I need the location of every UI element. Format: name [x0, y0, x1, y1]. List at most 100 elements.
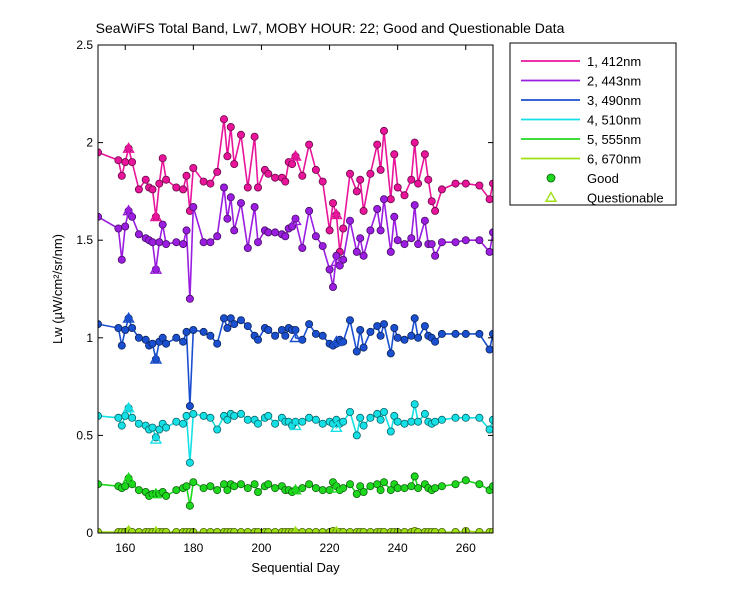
- good-point: [410, 138, 419, 147]
- good-point: [141, 175, 150, 184]
- good-point: [386, 427, 395, 436]
- good-point: [311, 415, 320, 424]
- questionable-point: [122, 142, 135, 153]
- good-point: [407, 175, 416, 184]
- good-point: [366, 482, 375, 491]
- y-axis-label: Lw (µW/cm²/sr/nm): [50, 234, 65, 344]
- good-point: [182, 171, 191, 180]
- good-point: [352, 187, 361, 196]
- questionable-point: [122, 204, 135, 216]
- good-point: [199, 177, 208, 186]
- good-point: [199, 327, 208, 336]
- good-point: [379, 407, 388, 416]
- good-point: [390, 411, 399, 420]
- plot-area-frame: [97, 44, 494, 534]
- good-point: [451, 528, 460, 533]
- good-point: [243, 484, 252, 493]
- good-point: [386, 247, 395, 256]
- good-point: [230, 320, 239, 329]
- questionable-point: [289, 331, 302, 343]
- good-point: [253, 183, 262, 192]
- good-point: [189, 163, 198, 172]
- good-point: [451, 238, 460, 247]
- good-point: [475, 413, 484, 422]
- good-point: [219, 183, 228, 192]
- good-point: [134, 230, 143, 239]
- good-point: [128, 323, 137, 332]
- good-point: [437, 415, 446, 424]
- questionable-point: [289, 149, 302, 161]
- good-point: [345, 216, 354, 225]
- good-point: [172, 238, 181, 247]
- good-point: [410, 314, 419, 323]
- legend-good-label: Good: [587, 171, 619, 186]
- good-point: [451, 179, 460, 188]
- good-point: [226, 314, 235, 323]
- good-point: [298, 171, 307, 180]
- good-point: [134, 419, 143, 428]
- good-point: [179, 419, 188, 428]
- good-point: [339, 528, 348, 533]
- good-point: [114, 323, 123, 332]
- good-point: [162, 175, 171, 184]
- good-point: [288, 160, 297, 169]
- good-point: [390, 150, 399, 159]
- good-point: [359, 251, 368, 260]
- good-point: [185, 294, 194, 303]
- good-point: [172, 417, 181, 426]
- good-point: [179, 337, 188, 346]
- good-point: [305, 413, 314, 422]
- good-point: [162, 240, 171, 249]
- good-point: [485, 345, 493, 354]
- questionable-point: [330, 481, 343, 493]
- good-point: [182, 411, 191, 420]
- good-point: [250, 202, 259, 211]
- good-point: [305, 320, 314, 329]
- good-point: [298, 243, 307, 252]
- good-point: [318, 486, 327, 495]
- good-point: [243, 322, 252, 331]
- good-point: [311, 329, 320, 338]
- good-point: [199, 411, 208, 420]
- good-point: [339, 255, 348, 264]
- good-point: [339, 417, 348, 426]
- good-point: [407, 417, 416, 426]
- good-point: [206, 331, 215, 340]
- good-point: [475, 329, 484, 338]
- good-point: [359, 206, 368, 215]
- good-point: [352, 347, 361, 356]
- good-point: [264, 169, 273, 178]
- good-point: [253, 419, 262, 428]
- good-point: [485, 195, 493, 204]
- questionable-point: [123, 524, 134, 533]
- good-point: [345, 407, 354, 416]
- series-4: [98, 400, 493, 467]
- legend-label-2: 2, 443nm: [587, 74, 641, 89]
- good-point: [437, 482, 446, 491]
- good-point: [223, 152, 232, 161]
- good-point: [475, 528, 484, 533]
- good-point: [264, 528, 273, 533]
- good-point: [172, 333, 181, 342]
- good-point: [298, 484, 307, 493]
- good-point: [431, 206, 440, 215]
- good-point: [206, 528, 215, 533]
- good-point: [437, 329, 446, 338]
- x-tick-label: 220: [320, 541, 340, 555]
- y-tick-label: 2: [86, 136, 93, 150]
- good-point: [162, 491, 171, 500]
- good-point: [431, 417, 440, 426]
- good-point: [427, 240, 436, 249]
- questionable-point: [149, 263, 163, 274]
- good-point: [243, 415, 252, 424]
- good-point: [451, 329, 460, 338]
- good-point: [328, 282, 337, 291]
- good-point: [185, 501, 194, 510]
- questionable-point: [122, 311, 135, 323]
- good-point: [223, 323, 232, 332]
- good-point: [219, 314, 228, 323]
- legend-label-5: 5, 555nm: [587, 132, 641, 147]
- good-point: [271, 331, 280, 340]
- axis-ticks: 160 180 200 220 240 260 0 0.5 1 1.5 2 2.5: [76, 38, 493, 555]
